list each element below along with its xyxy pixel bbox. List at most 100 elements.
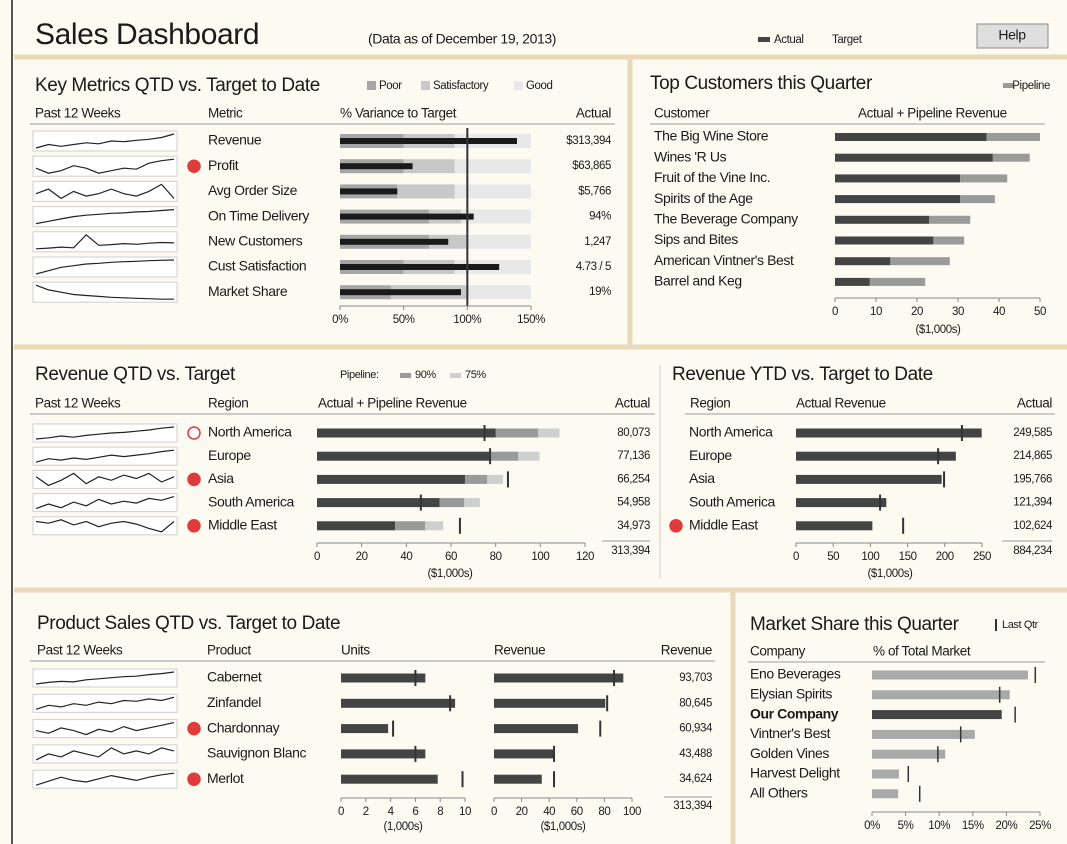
company-label: Our Company	[750, 705, 839, 721]
section-title: Revenue YTD vs. Target to Date	[672, 364, 933, 385]
x-tick-label: 20%	[995, 820, 1017, 832]
axis-label: ($1,000s)	[428, 568, 474, 580]
region-label: Asia	[689, 470, 715, 486]
column-header: Revenue	[661, 643, 712, 658]
sparkline	[35, 722, 175, 736]
actual-bar	[340, 188, 398, 195]
actual-bar	[340, 138, 517, 144]
customer-label: The Big Wine Store	[654, 128, 769, 144]
good-band	[467, 234, 531, 249]
metric-label: On Time Delivery	[208, 207, 309, 223]
region-label: Europe	[689, 447, 732, 463]
column-header: % of Total Market	[873, 644, 971, 659]
revenue-value: 43,488	[679, 748, 712, 760]
actual-value: 77,136	[617, 450, 650, 462]
x-tick-label: 0%	[864, 820, 880, 832]
section-title: Key Metrics QTD vs. Target to Date	[35, 75, 320, 96]
units-bar	[341, 724, 389, 734]
actual-bar	[835, 153, 993, 162]
column-header: Company	[750, 644, 806, 659]
pipeline-90-bar	[495, 428, 539, 438]
column-header: Units	[341, 643, 370, 658]
x-tick-label: 250	[973, 551, 991, 563]
column-header: Product	[207, 643, 251, 658]
revenue-bar	[494, 673, 624, 683]
x-tick-label: 50	[1034, 306, 1046, 318]
units-bar	[341, 749, 426, 759]
units-bar	[341, 673, 426, 683]
metric-label: Revenue	[208, 132, 262, 148]
actual-bar	[317, 451, 490, 461]
actual-bar	[796, 428, 982, 438]
actual-value: 54,958	[617, 497, 650, 509]
help-button[interactable]	[976, 23, 1049, 49]
sparkline	[35, 183, 175, 200]
company-label: Eno Beverages	[750, 666, 841, 682]
actual-bar	[340, 213, 474, 220]
share-bar	[872, 789, 899, 799]
actual-value: $63,865	[572, 160, 611, 172]
revenue-bar	[494, 774, 542, 784]
metric-label: Avg Order Size	[208, 182, 298, 198]
region-label: Middle East	[689, 517, 758, 533]
total-value: 884,234	[1013, 545, 1053, 557]
legend-swatch	[450, 373, 461, 378]
metric-label: New Customers	[208, 233, 303, 249]
pipeline-90-bar	[489, 451, 519, 461]
x-tick-label: 30	[952, 306, 964, 318]
actual-value: 4.73 / 5	[576, 261, 611, 273]
alert-indicator	[187, 472, 201, 487]
product-label: Zinfandel	[207, 694, 261, 710]
share-bar	[872, 769, 899, 779]
good-band	[460, 209, 531, 224]
x-tick-label: 10	[459, 806, 471, 818]
x-tick-label: 10	[870, 306, 882, 318]
sparkline	[35, 426, 175, 440]
x-tick-label: 0	[338, 806, 344, 818]
pipeline-75-bar	[464, 498, 480, 508]
x-tick-label: 150	[899, 551, 917, 563]
actual-bar	[835, 257, 891, 266]
region-label: Asia	[208, 470, 234, 486]
pipeline-bar	[992, 153, 1030, 162]
product-label: Sauvignon Blanc	[207, 745, 306, 761]
sparkline	[35, 133, 175, 149]
column-header: Actual	[615, 396, 651, 411]
sparkline-box	[32, 469, 178, 489]
x-tick-label: 200	[936, 551, 954, 563]
actual-value: 102,624	[1013, 520, 1053, 532]
company-label: Golden Vines	[750, 745, 829, 761]
x-tick-label: 15%	[962, 820, 984, 832]
sparkline	[35, 449, 175, 463]
customer-label: Wines 'R Us	[654, 148, 727, 164]
pipeline-bar	[960, 174, 1008, 183]
customer-label: Fruit of the Vine Inc.	[654, 169, 770, 185]
x-tick-label: 0	[793, 551, 799, 563]
x-tick-label: 0	[491, 806, 497, 818]
share-bar	[872, 749, 946, 759]
product-label: Cabernet	[207, 669, 262, 685]
x-tick-label: 0%	[332, 314, 348, 326]
good-band	[467, 285, 531, 300]
actual-bar	[835, 236, 934, 245]
sparkline-box	[32, 206, 178, 228]
customer-label: American Vintner's Best	[654, 252, 794, 268]
x-tick-label: 10%	[928, 820, 950, 832]
company-label: Elysian Spirits	[750, 686, 832, 702]
separators	[14, 54, 1067, 844]
actual-bar	[317, 474, 465, 484]
dashboard-title: Sales Dashboard	[35, 18, 259, 51]
good-band	[454, 159, 531, 174]
actual-bar	[835, 195, 961, 204]
x-tick-label: 40	[543, 806, 555, 818]
section-title: Market Share this Quarter	[750, 614, 960, 635]
sparkline	[35, 747, 175, 761]
pipeline-bar	[890, 257, 950, 266]
x-tick-label: 100	[531, 551, 549, 563]
alert-indicator	[187, 426, 201, 440]
column-header: Actual + Pipeline Revenue	[318, 396, 467, 411]
actual-value: 214,865	[1013, 450, 1052, 462]
column-header: Region	[208, 396, 248, 411]
actual-bar	[796, 498, 887, 508]
